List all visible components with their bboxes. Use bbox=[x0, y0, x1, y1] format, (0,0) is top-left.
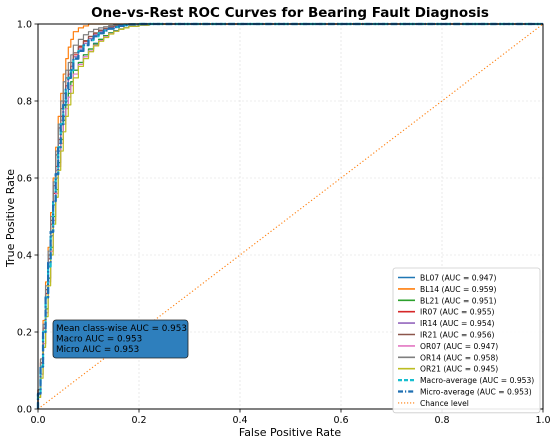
y-tick-label: 0.8 bbox=[17, 97, 32, 108]
legend-label-6: OR07 (AUC = 0.947) bbox=[420, 342, 498, 351]
x-tick-label: 1.0 bbox=[535, 415, 550, 426]
chart-title: One-vs-Rest ROC Curves for Bearing Fault… bbox=[91, 5, 489, 21]
legend-label-1: BL14 (AUC = 0.959) bbox=[420, 285, 496, 294]
series-line-8 bbox=[37, 23, 543, 409]
legend: BL07 (AUC = 0.947) BL14 (AUC = 0.959) BL21… bbox=[392, 267, 541, 414]
y-tick-label: 1.0 bbox=[17, 20, 32, 31]
tick-layer: 0.0 0.2 0.4 0.6 0.8 1.0 0.0 0.2 0.4 0.6 0.8 1.0 bbox=[17, 20, 550, 427]
y-tick-label: 0.0 bbox=[17, 405, 32, 416]
legend-label-7: OR14 (AUC = 0.958) bbox=[420, 353, 498, 362]
y-axis-label: True Positive Rate bbox=[4, 169, 17, 268]
legend-label-0: BL07 (AUC = 0.947) bbox=[420, 274, 496, 283]
y-tick-label: 0.2 bbox=[17, 328, 32, 339]
x-axis-label: False Positive Rate bbox=[239, 426, 341, 438]
annotation-line: Micro AUC = 0.953 bbox=[56, 345, 139, 355]
legend-label-2: BL21 (AUC = 0.951) bbox=[420, 296, 496, 305]
legend-label-8: OR21 (AUC = 0.945) bbox=[420, 365, 498, 374]
legend-label-3: IR07 (AUC = 0.955) bbox=[420, 308, 495, 317]
annotation-line: Macro AUC = 0.953 bbox=[56, 335, 142, 345]
legend-label-10: Micro-average (AUC = 0.953) bbox=[420, 388, 532, 397]
x-tick-label: 0.4 bbox=[232, 415, 247, 426]
annotation-background bbox=[52, 319, 189, 359]
series-line-10 bbox=[36, 22, 543, 409]
legend-label-11: Chance level bbox=[420, 399, 469, 408]
x-tick-label: 0.8 bbox=[434, 415, 449, 426]
legend-label-5: IR21 (AUC = 0.956) bbox=[420, 331, 495, 340]
plot-frame bbox=[37, 23, 544, 410]
legend-frame bbox=[392, 267, 541, 414]
y-tick-label: 0.6 bbox=[17, 174, 32, 185]
annotation-line: Mean class-wise AUC = 0.953 bbox=[56, 324, 187, 334]
x-tick-label: 0.0 bbox=[30, 415, 45, 426]
legend-label-4: IR14 (AUC = 0.954) bbox=[420, 319, 495, 328]
legend-label-9: Macro-average (AUC = 0.953) bbox=[420, 376, 534, 385]
x-tick-label: 0.2 bbox=[131, 415, 146, 426]
x-tick-label: 0.6 bbox=[333, 415, 348, 426]
y-tick-label: 0.4 bbox=[17, 251, 32, 262]
